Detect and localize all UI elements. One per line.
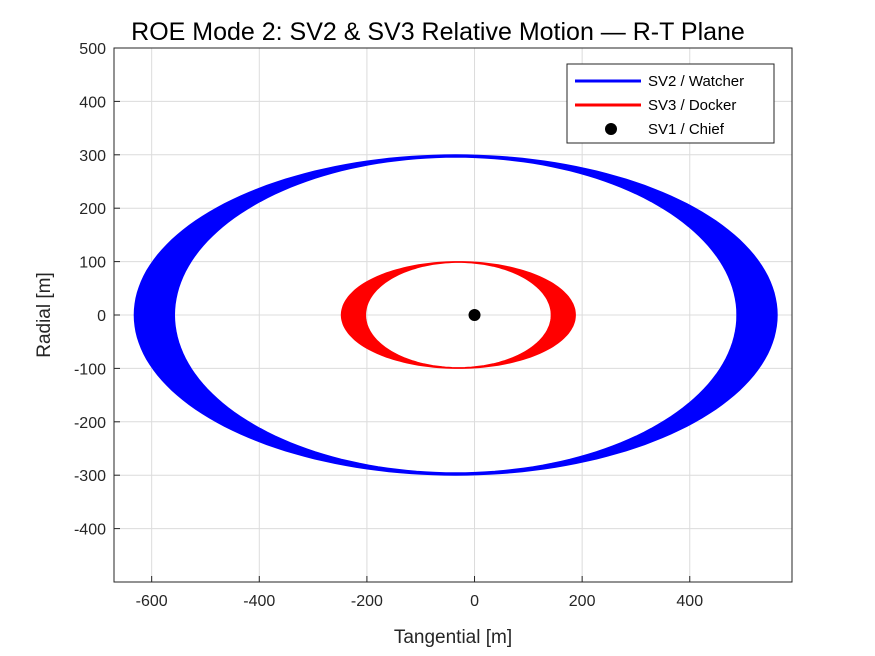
x-tick-label: -400 <box>243 593 275 610</box>
y-tick-label: 500 <box>79 41 106 58</box>
legend-entry-label: SV3 / Docker <box>648 97 736 114</box>
chart-title: ROE Mode 2: SV2 & SV3 Relative Motion — … <box>131 18 745 46</box>
x-tick-label: 400 <box>676 593 703 610</box>
ticks: -600 -400 -200 0 200 400 -400 -300 -200 -100 0 100 2… <box>74 41 703 610</box>
y-tick-label: 400 <box>79 94 106 111</box>
y-tick-label: -400 <box>74 522 106 539</box>
legend: SV2 / Watcher SV3 / Docker SV1 / Chief <box>566 63 775 144</box>
x-tick-label: 200 <box>569 593 596 610</box>
x-axis-label: Tangential [m] <box>394 627 512 648</box>
y-tick-label: 0 <box>97 308 106 325</box>
y-tick-label: -200 <box>74 415 106 432</box>
plot-series <box>133 154 778 476</box>
y-tick-label: -100 <box>74 361 106 378</box>
series-2-trajectory <box>340 261 576 369</box>
y-tick-label: 200 <box>79 201 106 218</box>
x-tick-label: 0 <box>470 593 479 610</box>
legend-marker <box>605 123 617 135</box>
y-tick-label: 300 <box>79 148 106 165</box>
x-tick-label: -600 <box>136 593 168 610</box>
series-3-point <box>468 309 481 321</box>
y-tick-label: -300 <box>74 468 106 485</box>
legend-entry-label: SV1 / Chief <box>648 121 725 138</box>
y-tick-label: 100 <box>79 255 106 272</box>
series-1-trajectory <box>133 154 778 476</box>
x-tick-label: -200 <box>351 593 383 610</box>
legend-entry-label: SV2 / Watcher <box>648 73 744 90</box>
y-axis-label: Radial [m] <box>34 272 55 358</box>
